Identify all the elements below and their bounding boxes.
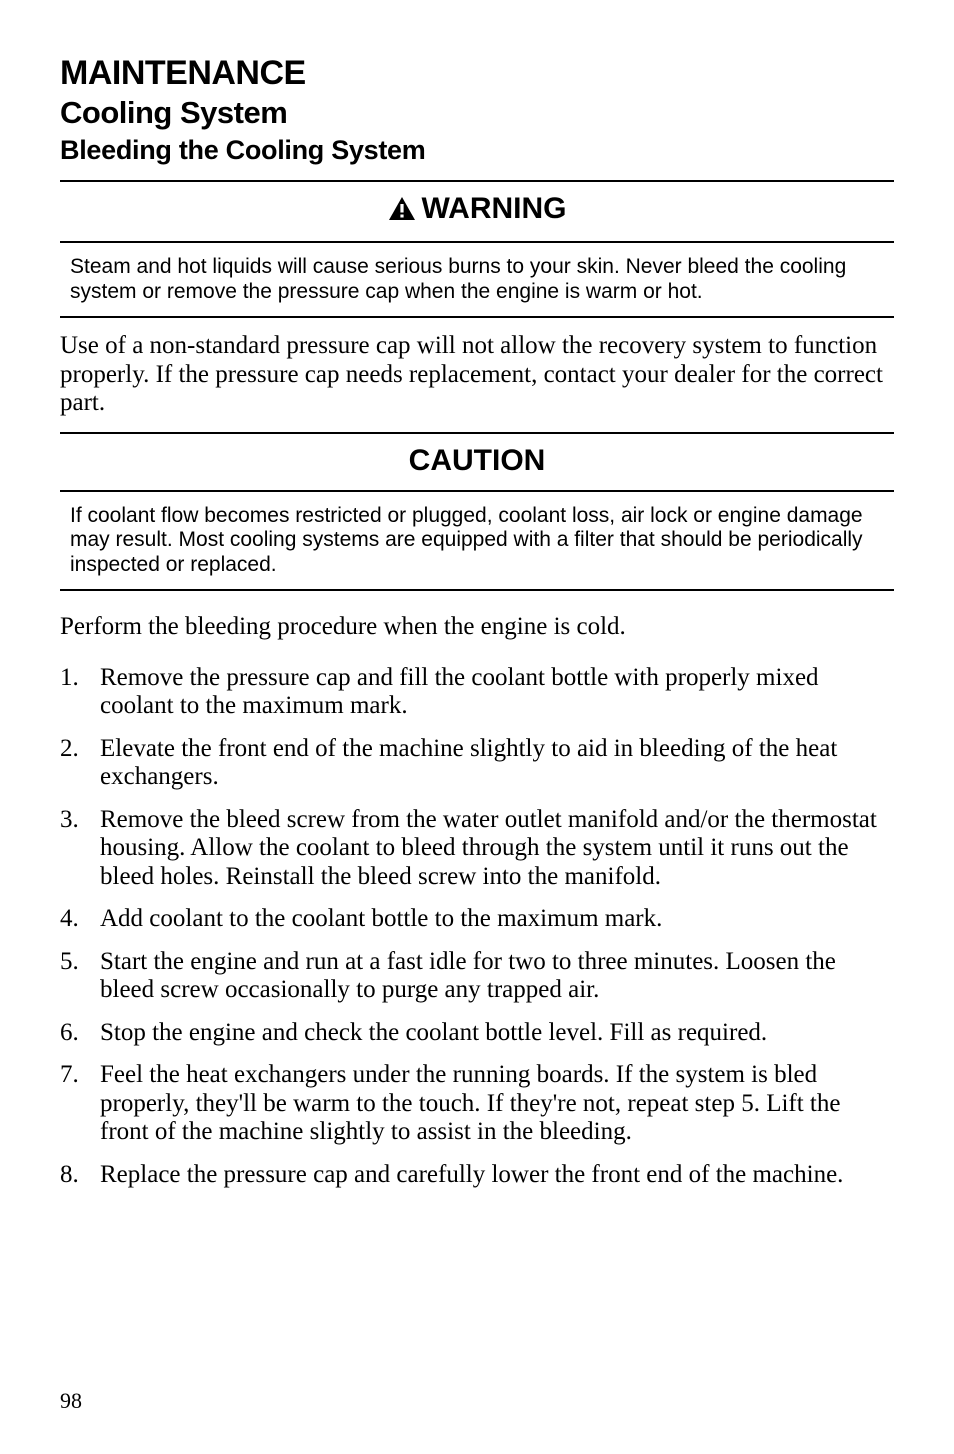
step-item: 3. Remove the bleed screw from the water… [60,806,894,892]
warning-triangle-icon [388,195,416,229]
steps-list: 1. Remove the pressure cap and fill the … [60,664,894,1190]
step-text: Start the engine and run at a fast idle … [100,948,894,1005]
warning-callout: WARNING Steam and hot liquids will cause… [60,180,894,318]
page-header: MAINTENANCE Cooling System Bleeding the … [60,54,894,166]
heading-maintenance: MAINTENANCE [60,54,894,93]
warning-title-text: WARNING [422,192,567,225]
step-text: Remove the bleed screw from the water ou… [100,806,894,892]
step-number: 1. [60,664,100,721]
paragraph-perform-bleeding: Perform the bleeding procedure when the … [60,613,894,642]
step-item: 6. Stop the engine and check the coolant… [60,1019,894,1048]
caution-callout: CAUTION If coolant flow becomes restrict… [60,432,894,592]
step-text: Add coolant to the coolant bottle to the… [100,905,894,934]
step-number: 3. [60,806,100,892]
step-number: 8. [60,1161,100,1190]
step-number: 7. [60,1061,100,1147]
step-item: 4. Add coolant to the coolant bottle to … [60,905,894,934]
caution-rule-bottom [60,589,894,591]
warning-title-row: WARNING [60,182,894,241]
step-number: 4. [60,905,100,934]
step-item: 2. Elevate the front end of the machine … [60,735,894,792]
heading-cooling-system: Cooling System [60,95,894,131]
caution-text: If coolant flow becomes restricted or pl… [60,492,894,590]
paragraph-pressure-cap: Use of a non-standard pressure cap will … [60,332,894,418]
step-number: 2. [60,735,100,792]
step-text: Feel the heat exchangers under the runni… [100,1061,894,1147]
step-item: 1. Remove the pressure cap and fill the … [60,664,894,721]
page-number: 98 [60,1388,82,1414]
step-text: Elevate the front end of the machine sli… [100,735,894,792]
step-text: Stop the engine and check the coolant bo… [100,1019,894,1048]
step-item: 5. Start the engine and run at a fast id… [60,948,894,1005]
warning-text: Steam and hot liquids will cause serious… [60,243,894,316]
step-text: Replace the pressure cap and carefully l… [100,1161,894,1190]
heading-bleeding: Bleeding the Cooling System [60,135,894,166]
step-text: Remove the pressure cap and fill the coo… [100,664,894,721]
caution-title-text: CAUTION [60,434,894,490]
step-number: 5. [60,948,100,1005]
step-item: 7. Feel the heat exchangers under the ru… [60,1061,894,1147]
warning-rule-bottom [60,316,894,318]
step-item: 8. Replace the pressure cap and carefull… [60,1161,894,1190]
step-number: 6. [60,1019,100,1048]
